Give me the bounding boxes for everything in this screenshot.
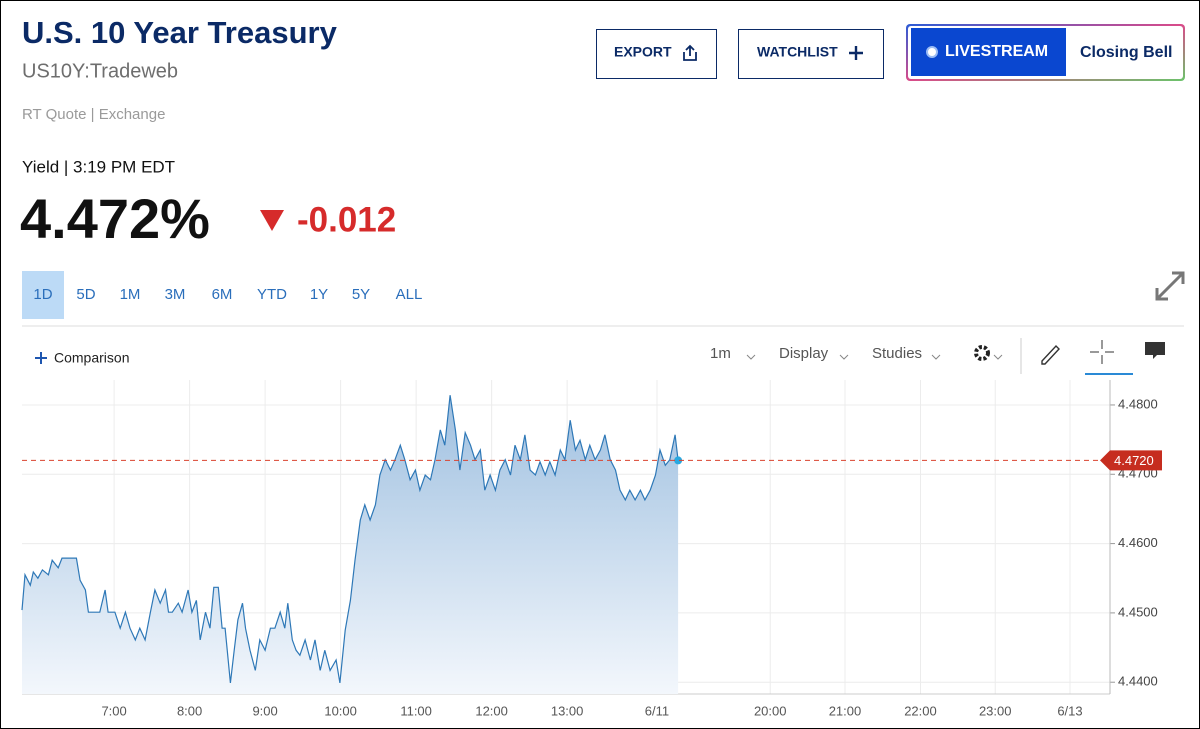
down-arrow (260, 210, 284, 231)
expand-icon[interactable] (1155, 271, 1185, 301)
export-label[interactable]: EXPORT (614, 44, 672, 60)
change: -0.012 (297, 200, 396, 239)
x-tick-label: 6/13 (1057, 703, 1082, 718)
x-tick-label: 6/11 (645, 703, 669, 718)
symbol: US10Y:Tradeweb (22, 60, 178, 82)
pencil-icon[interactable] (1041, 344, 1060, 365)
x-tick-label: 8:00 (177, 703, 202, 718)
price: 4.472% (20, 187, 210, 250)
interval[interactable]: 1m (710, 345, 731, 362)
studies-menu[interactable]: Studies (872, 345, 922, 362)
plus-icon (849, 46, 863, 60)
range-tab[interactable]: 5D (76, 286, 95, 303)
title: U.S. 10 Year Treasury (22, 15, 338, 50)
x-tick-label: 9:00 (252, 703, 277, 718)
livestream-label[interactable]: LIVESTREAM (945, 43, 1048, 60)
range-tab[interactable]: 1Y (310, 286, 328, 303)
x-tick-label: 12:00 (475, 703, 508, 718)
display-menu[interactable]: Display (779, 345, 829, 362)
export-button[interactable]: EXPORT (596, 29, 717, 79)
range-tab[interactable]: 1M (120, 286, 141, 303)
crosshair-icon[interactable] (1090, 340, 1114, 364)
live-dot (926, 46, 938, 58)
export-icon (683, 44, 697, 61)
gear-icon[interactable] (974, 345, 990, 361)
comment-icon[interactable] (1145, 342, 1165, 359)
x-tick-label: 21:00 (829, 703, 862, 718)
y-tick-label: 4.4400 (1118, 674, 1158, 689)
range-tab[interactable]: YTD (257, 286, 287, 303)
y-tick-label: 4.4600 (1118, 535, 1158, 550)
range-tab[interactable]: 6M (212, 286, 233, 303)
range-tab[interactable]: 5Y (352, 286, 370, 303)
x-tick-label: 10:00 (324, 703, 357, 718)
range-active (22, 271, 64, 319)
price-tag-label: 4.4720 (1114, 453, 1154, 468)
price-tag (1100, 450, 1162, 471)
area (22, 395, 679, 694)
x-tick-label: 7:00 (101, 703, 126, 718)
closing-bell[interactable]: Closing Bell (1080, 44, 1172, 61)
x-tick-label: 23:00 (979, 703, 1012, 718)
x-tick-label: 13:00 (551, 703, 584, 718)
x-tick-label: 11:00 (400, 703, 432, 718)
x-tick-label: 22:00 (904, 703, 937, 718)
range-tab[interactable]: 1D (33, 286, 52, 303)
comparison[interactable]: Comparison (54, 350, 129, 366)
x-tick-label: 20:00 (754, 703, 787, 718)
last-point (674, 456, 683, 465)
range-tab[interactable]: 3M (165, 286, 186, 303)
watchlist-label[interactable]: WATCHLIST (757, 44, 838, 60)
yield-label: Yield | 3:19 PM EDT (22, 157, 175, 176)
y-tick-label: 4.4500 (1118, 604, 1158, 619)
watchlist-button[interactable]: WATCHLIST (738, 29, 884, 79)
quote-source: RT Quote | Exchange (22, 106, 165, 123)
line (21, 395, 679, 683)
chevrons (746, 354, 1003, 360)
comparison-plus[interactable] (35, 352, 47, 364)
range-tab[interactable]: ALL (396, 286, 423, 303)
y-tick-label: 4.4800 (1118, 396, 1158, 411)
